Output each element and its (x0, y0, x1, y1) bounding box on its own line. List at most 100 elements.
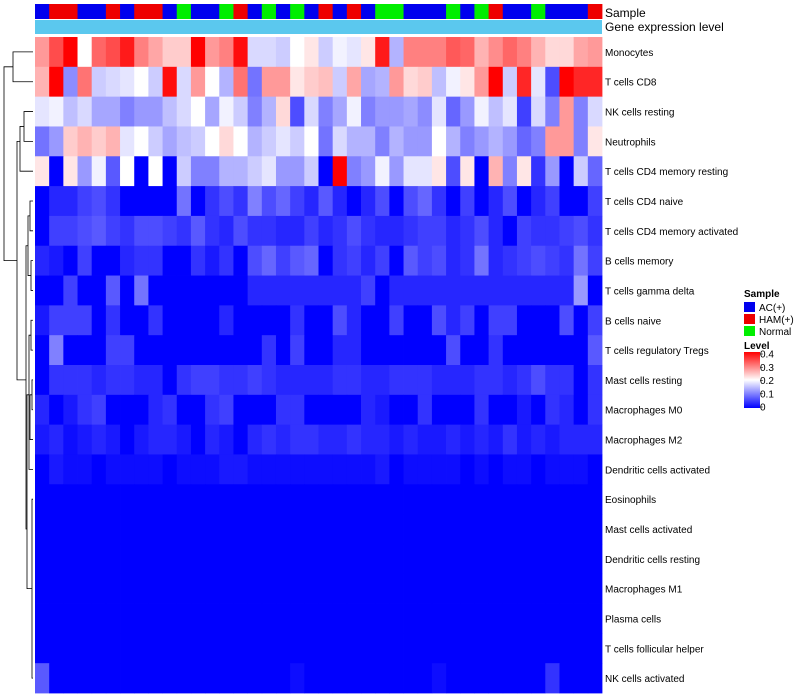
heatmap-cell (134, 96, 149, 127)
heatmap-cell (559, 245, 575, 276)
heatmap-cell (190, 335, 206, 366)
heatmap-cell (49, 66, 64, 98)
heatmap-cell (120, 543, 135, 575)
heatmap-cell (474, 603, 489, 634)
sample-annotation-cell (190, 4, 206, 19)
heatmap-cell (403, 156, 419, 187)
legend-sample-items: AC(+)HAM(+)Normal (744, 302, 794, 338)
sample-annotation-cell (545, 4, 560, 19)
heatmap-cell (261, 573, 277, 604)
heatmap-cell (587, 126, 603, 157)
heatmap-cell (49, 156, 64, 187)
heatmap-cell (516, 454, 532, 485)
heatmap-cell (488, 424, 504, 455)
sample-annotation-cell (105, 4, 121, 19)
heatmap-cell (573, 305, 589, 336)
heatmap-cell (162, 514, 178, 545)
heatmap-cell (587, 156, 603, 187)
heatmap-cell (488, 126, 504, 157)
heatmap-cell (77, 126, 93, 157)
row-label: NK cells activated (605, 674, 684, 685)
heatmap-cell (446, 394, 461, 426)
heatmap-cell (516, 245, 532, 276)
heatmap-cell (205, 365, 220, 396)
heatmap-cell (91, 245, 107, 276)
heatmap-cell (488, 484, 504, 515)
heatmap-cell (516, 543, 532, 575)
heatmap-cell (361, 66, 376, 98)
heatmap-cell (275, 514, 291, 545)
heatmap-cell (545, 543, 560, 575)
heatmap-cell (346, 156, 362, 187)
heatmap-cell (403, 66, 419, 98)
heatmap-cell (460, 186, 475, 217)
heatmap-cell (389, 394, 404, 426)
heatmap-cell (304, 514, 319, 545)
heatmap-cell (148, 484, 163, 515)
heatmap-cell (431, 573, 447, 604)
heatmap-cell (290, 484, 305, 515)
heatmap-cell (431, 454, 447, 485)
heatmap-cell (105, 245, 121, 276)
heatmap-cell (559, 305, 575, 336)
row-dendrogram (3, 51, 33, 679)
heatmap-cell (91, 484, 107, 515)
heatmap-cell (134, 66, 149, 98)
heatmap-cell (91, 305, 107, 336)
heatmap-cell (403, 275, 419, 306)
heatmap-cell (120, 275, 135, 306)
heatmap-cell (63, 96, 78, 127)
legend-level-label: 0.4 (760, 350, 774, 361)
dendrogram-branch (25, 245, 28, 530)
sample-annotation-cell (134, 4, 149, 19)
heatmap-cell (120, 156, 135, 187)
row-label: Mast cells resting (605, 376, 682, 387)
heatmap-cell (63, 633, 78, 664)
heatmap-cell (474, 126, 489, 157)
heatmap-cell (431, 424, 447, 455)
heatmap-cell (346, 275, 362, 306)
heatmap-cell (91, 633, 107, 664)
heatmap-cell (77, 424, 93, 455)
heatmap-cell (233, 335, 249, 366)
heatmap-cell (573, 37, 589, 68)
heatmap-cell (346, 543, 362, 575)
heatmap-cell (460, 394, 475, 426)
heatmap-cell (162, 454, 178, 485)
legend-level-gradient (744, 352, 760, 408)
heatmap-cell (304, 275, 319, 306)
heatmap-cell (573, 186, 589, 217)
heatmap-cell (233, 215, 249, 247)
heatmap-cell (162, 484, 178, 515)
heatmap-cell (417, 394, 433, 426)
sample-annotation-cell (49, 4, 64, 19)
heatmap-cell (403, 335, 419, 366)
heatmap-cell (361, 394, 376, 426)
heatmap-cell (120, 186, 135, 217)
heatmap-cell (162, 365, 178, 396)
heatmap-cell (290, 186, 305, 217)
heatmap-cell (502, 365, 518, 396)
dendrogram-branch (30, 260, 33, 291)
heatmap-cell (502, 394, 518, 426)
heatmap-cell (545, 365, 560, 396)
sample-annotation-cell (573, 4, 589, 19)
heatmap-cell (63, 156, 78, 187)
sample-annotation-cell (176, 4, 192, 19)
heatmap-cell (247, 424, 263, 455)
heatmap-cell (545, 126, 560, 157)
heatmap-cell (431, 394, 447, 426)
heatmap-cell (460, 66, 475, 98)
heatmap-cell (587, 514, 603, 545)
heatmap-cell (431, 365, 447, 396)
heatmap-cell (502, 543, 518, 575)
heatmap-cell (162, 275, 178, 306)
heatmap-cell (49, 335, 64, 366)
heatmap-cell (516, 275, 532, 306)
heatmap-cell (346, 514, 362, 545)
heatmap-cell (120, 514, 135, 545)
gene-expression-annotation-bar (35, 20, 602, 34)
heatmap-cell (91, 454, 107, 485)
heatmap-cell (375, 573, 390, 604)
sample-annotation-cell (162, 4, 178, 19)
